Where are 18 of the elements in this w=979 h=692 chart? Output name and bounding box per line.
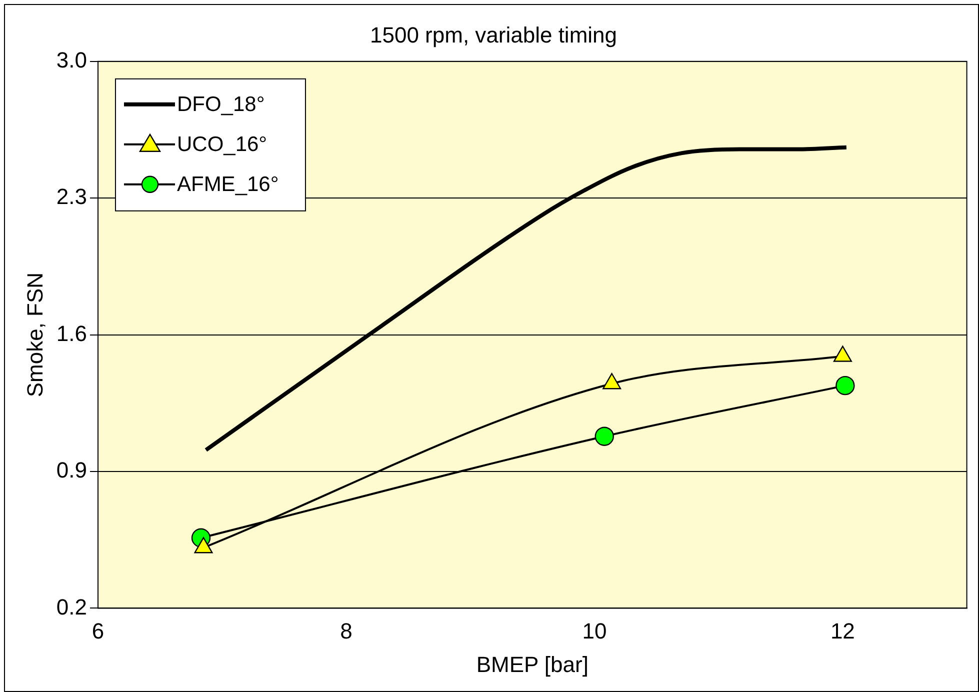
legend-label: UCO_16° — [176, 133, 268, 156]
x-tick-label: 12 — [830, 618, 855, 644]
point — [602, 373, 622, 390]
legend-label: AFME_16° — [176, 173, 279, 196]
point — [833, 346, 852, 362]
chart-title: 1500 rpm, variable timing — [370, 22, 618, 48]
legend-label: DFO_18° — [176, 93, 265, 116]
y-tick-label: 2.3 — [56, 184, 87, 210]
y-axis-title: Smoke, FSN — [22, 272, 48, 398]
y-tick-label: 3.0 — [56, 47, 87, 72]
y-tick-label: 1.6 — [56, 320, 87, 346]
x-tick-label: 6 — [92, 618, 104, 644]
y-tick-label: 0.9 — [56, 458, 87, 483]
x-tick-label: 8 — [340, 618, 352, 644]
point — [594, 426, 614, 446]
x-axis-title: BMEP [bar] — [476, 652, 588, 677]
x-tick-label: 10 — [582, 618, 607, 644]
y-tick-label: 0.2 — [56, 594, 87, 620]
